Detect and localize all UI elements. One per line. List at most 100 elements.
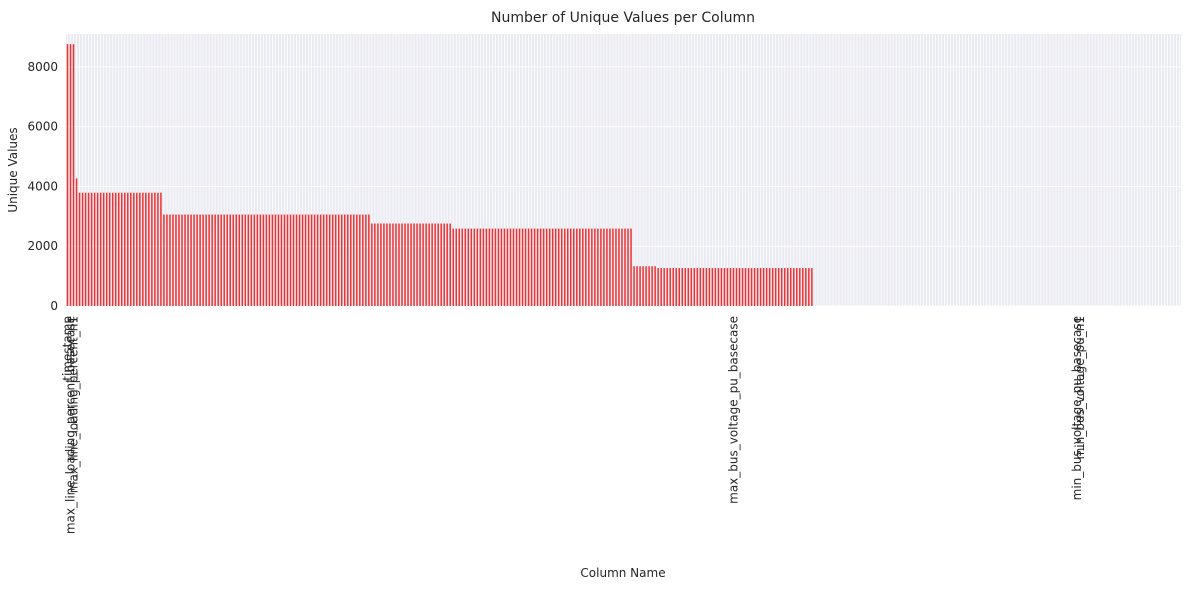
bar — [714, 268, 717, 306]
bar — [90, 192, 93, 306]
bar — [762, 268, 765, 306]
bar — [624, 228, 626, 306]
bar — [241, 214, 244, 306]
bar — [81, 192, 84, 306]
bar — [75, 178, 78, 306]
bar — [425, 223, 427, 306]
bar — [702, 268, 705, 306]
bar — [163, 214, 165, 306]
bar — [600, 228, 602, 306]
bar — [78, 192, 81, 306]
bar — [597, 228, 599, 306]
bar — [729, 268, 732, 306]
bar — [220, 214, 222, 306]
bar — [250, 214, 253, 306]
bar — [108, 192, 111, 306]
bar — [401, 223, 403, 306]
bar — [292, 214, 295, 306]
bar — [780, 268, 783, 306]
bar — [500, 228, 503, 306]
bar — [190, 214, 192, 306]
bar — [570, 228, 572, 306]
bar — [726, 268, 729, 306]
bar — [334, 214, 337, 306]
bar — [124, 192, 126, 306]
bar — [359, 214, 361, 306]
y-tick-label: 0 — [50, 299, 58, 313]
bar — [244, 214, 247, 306]
bar — [802, 268, 804, 306]
bar — [687, 268, 690, 306]
bar — [160, 192, 162, 306]
bar — [663, 268, 665, 306]
bar — [380, 223, 382, 306]
bar — [274, 214, 277, 306]
bar — [232, 214, 235, 306]
bar — [747, 268, 750, 306]
bar — [796, 268, 798, 306]
bar — [235, 214, 238, 306]
bar — [560, 228, 563, 306]
bar — [217, 214, 219, 306]
bar — [193, 214, 195, 306]
bar — [196, 214, 198, 306]
bar — [774, 268, 777, 306]
bar — [133, 192, 135, 306]
bar — [645, 266, 647, 306]
bar — [527, 228, 530, 306]
bar — [771, 268, 774, 306]
bar — [808, 268, 810, 306]
bar — [627, 228, 629, 306]
bar — [642, 266, 644, 306]
bar — [169, 214, 171, 306]
bar — [295, 214, 298, 306]
bar — [579, 228, 581, 306]
bar — [509, 228, 512, 306]
bar — [606, 228, 608, 306]
bar — [277, 214, 280, 306]
bar — [286, 214, 289, 306]
bar — [413, 223, 415, 306]
bar — [389, 223, 391, 306]
bar — [289, 214, 292, 306]
bar — [723, 268, 726, 306]
bar — [811, 268, 813, 306]
bar — [699, 268, 702, 306]
bar — [497, 228, 500, 306]
y-tick-label: 2000 — [27, 239, 58, 253]
bar — [211, 214, 213, 306]
bar — [223, 214, 225, 306]
bar — [419, 223, 421, 306]
bar — [298, 214, 301, 306]
bar — [356, 214, 358, 306]
bar — [187, 214, 189, 306]
bar — [343, 214, 346, 306]
bar — [166, 214, 168, 306]
bar — [256, 214, 259, 306]
bar — [313, 214, 316, 306]
bar — [347, 214, 349, 306]
bar — [301, 214, 304, 306]
bar — [759, 268, 762, 306]
bar — [307, 214, 310, 306]
bar — [226, 214, 228, 306]
bar — [229, 214, 231, 306]
bar — [130, 192, 132, 306]
bar — [404, 223, 406, 306]
bar — [148, 192, 150, 306]
bar — [473, 228, 476, 306]
bar — [744, 268, 747, 306]
bar — [120, 192, 123, 306]
bar — [72, 44, 75, 307]
bar — [410, 223, 412, 306]
bar — [612, 228, 614, 306]
bar — [407, 223, 409, 306]
bar — [452, 228, 454, 306]
bar — [114, 192, 117, 306]
bar — [735, 268, 738, 306]
bar — [392, 223, 394, 306]
bar — [431, 223, 433, 306]
bar — [684, 268, 687, 306]
